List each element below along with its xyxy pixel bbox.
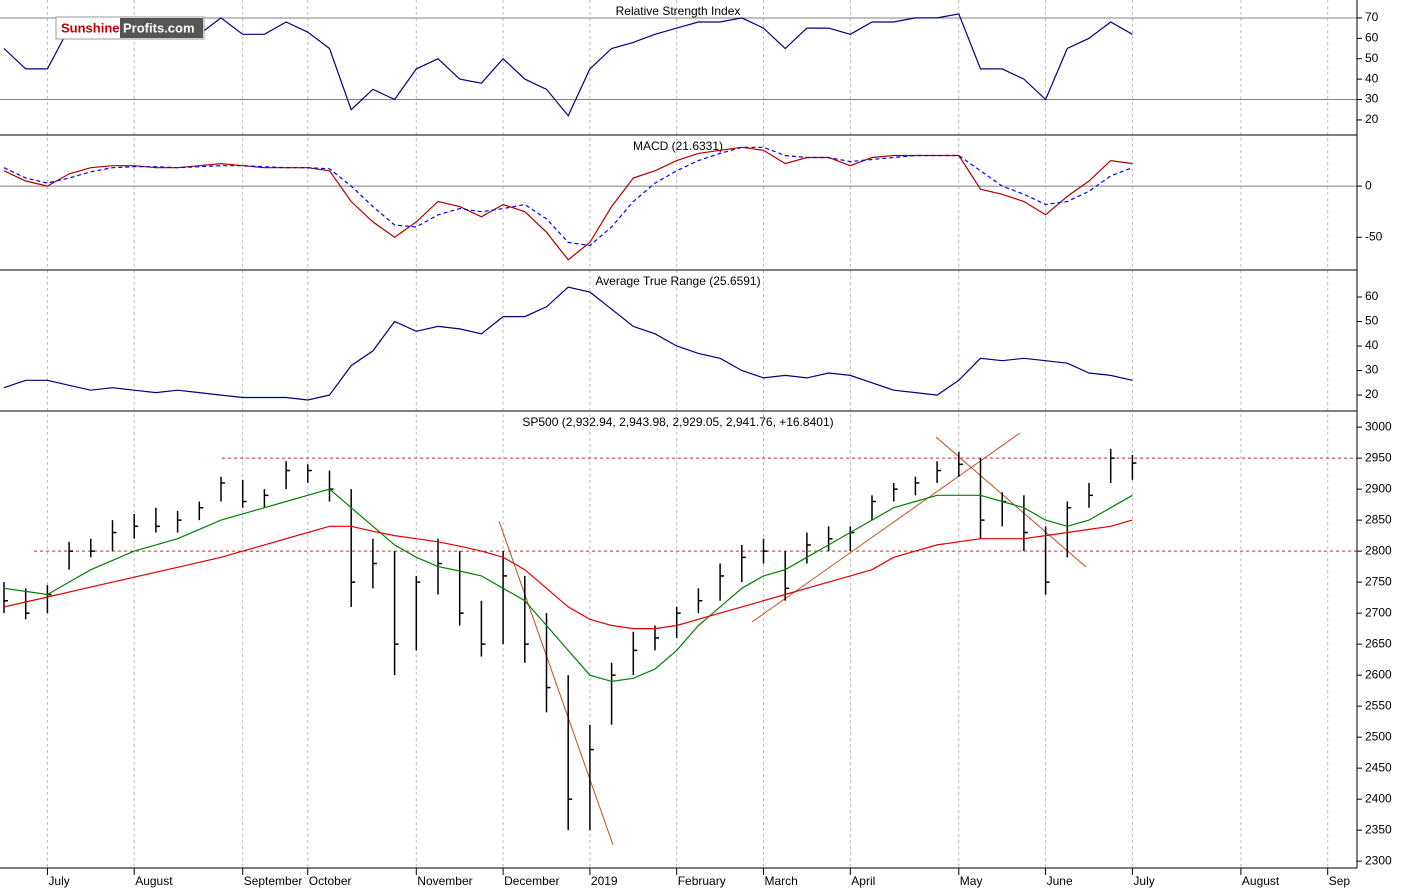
y-tick-label: 2950 — [1365, 450, 1392, 464]
x-tick-label: October — [309, 874, 352, 888]
y-tick-label: 30 — [1365, 363, 1379, 377]
series-line — [3, 286, 1133, 401]
panel-title: SP500 (2,932.94, 2,943.98, 2,929.05, 2,9… — [522, 415, 833, 429]
y-tick-label: 50 — [1365, 51, 1379, 65]
series-line — [3, 488, 1133, 683]
logo-right — [120, 18, 203, 38]
logo-left — [57, 18, 120, 38]
y-tick-label: 50 — [1365, 314, 1379, 328]
y-tick-label: 2500 — [1365, 729, 1392, 743]
y-tick-label: 40 — [1365, 71, 1379, 85]
y-tick-label: 2400 — [1365, 791, 1392, 805]
y-tick-label: 2750 — [1365, 574, 1392, 588]
y-tick-label: 2700 — [1365, 605, 1392, 619]
logo-domain: Profits.com — [123, 20, 195, 35]
x-tick-label: September — [244, 874, 303, 888]
y-tick-label: 3000 — [1365, 419, 1392, 433]
logo-brand: Sunshine — [61, 20, 120, 35]
trend-line — [498, 520, 614, 846]
x-tick-label: July — [48, 874, 69, 888]
panel-title: MACD (21.6331) — [633, 139, 723, 153]
trend-line — [935, 436, 1087, 568]
panel-title: Relative Strength Index — [616, 4, 741, 18]
y-tick-label: 2550 — [1365, 698, 1392, 712]
x-tick-label: February — [678, 874, 726, 888]
y-tick-label: 2900 — [1365, 481, 1392, 495]
x-tick-label: December — [504, 874, 559, 888]
x-tick-label: 2019 — [591, 874, 618, 888]
x-tick-label: November — [417, 874, 472, 888]
x-tick-label: May — [960, 874, 983, 888]
x-tick-label: Sep — [1329, 874, 1351, 888]
x-tick-label: June — [1047, 874, 1073, 888]
logo: Sunshine Profits.com — [55, 16, 205, 40]
y-tick-label: 20 — [1365, 387, 1379, 401]
y-tick-label: 20 — [1365, 112, 1379, 126]
x-tick-label: March — [765, 874, 798, 888]
grid-layer — [0, 0, 1357, 868]
x-tick-label: April — [851, 874, 875, 888]
y-tick-label: 60 — [1365, 31, 1379, 45]
y-tick-label: 2850 — [1365, 512, 1392, 526]
y-tick-label: 2600 — [1365, 667, 1392, 681]
y-tick-label: 30 — [1365, 92, 1379, 106]
y-tick-label: 2800 — [1365, 543, 1392, 557]
y-tick-label: 60 — [1365, 289, 1379, 303]
panel-title: Average True Range (25.6591) — [595, 274, 760, 288]
y-tick-label: 70 — [1365, 10, 1379, 24]
y-tick-label: 2350 — [1365, 822, 1392, 836]
x-tick-label: August — [135, 874, 173, 888]
y-tick-label: -50 — [1365, 229, 1383, 243]
series-line — [3, 146, 1133, 261]
y-tick-label: 0 — [1365, 178, 1372, 192]
x-tick-label: August — [1242, 874, 1280, 888]
y-tick-label: 2450 — [1365, 760, 1392, 774]
series-line — [3, 519, 1133, 630]
x-tick-label: July — [1133, 874, 1154, 888]
series-line — [3, 146, 1133, 247]
y-tick-label: 2300 — [1365, 853, 1392, 867]
y-tick-label: 2650 — [1365, 636, 1392, 650]
trend-line — [751, 432, 1021, 623]
y-tick-label: 40 — [1365, 338, 1379, 352]
